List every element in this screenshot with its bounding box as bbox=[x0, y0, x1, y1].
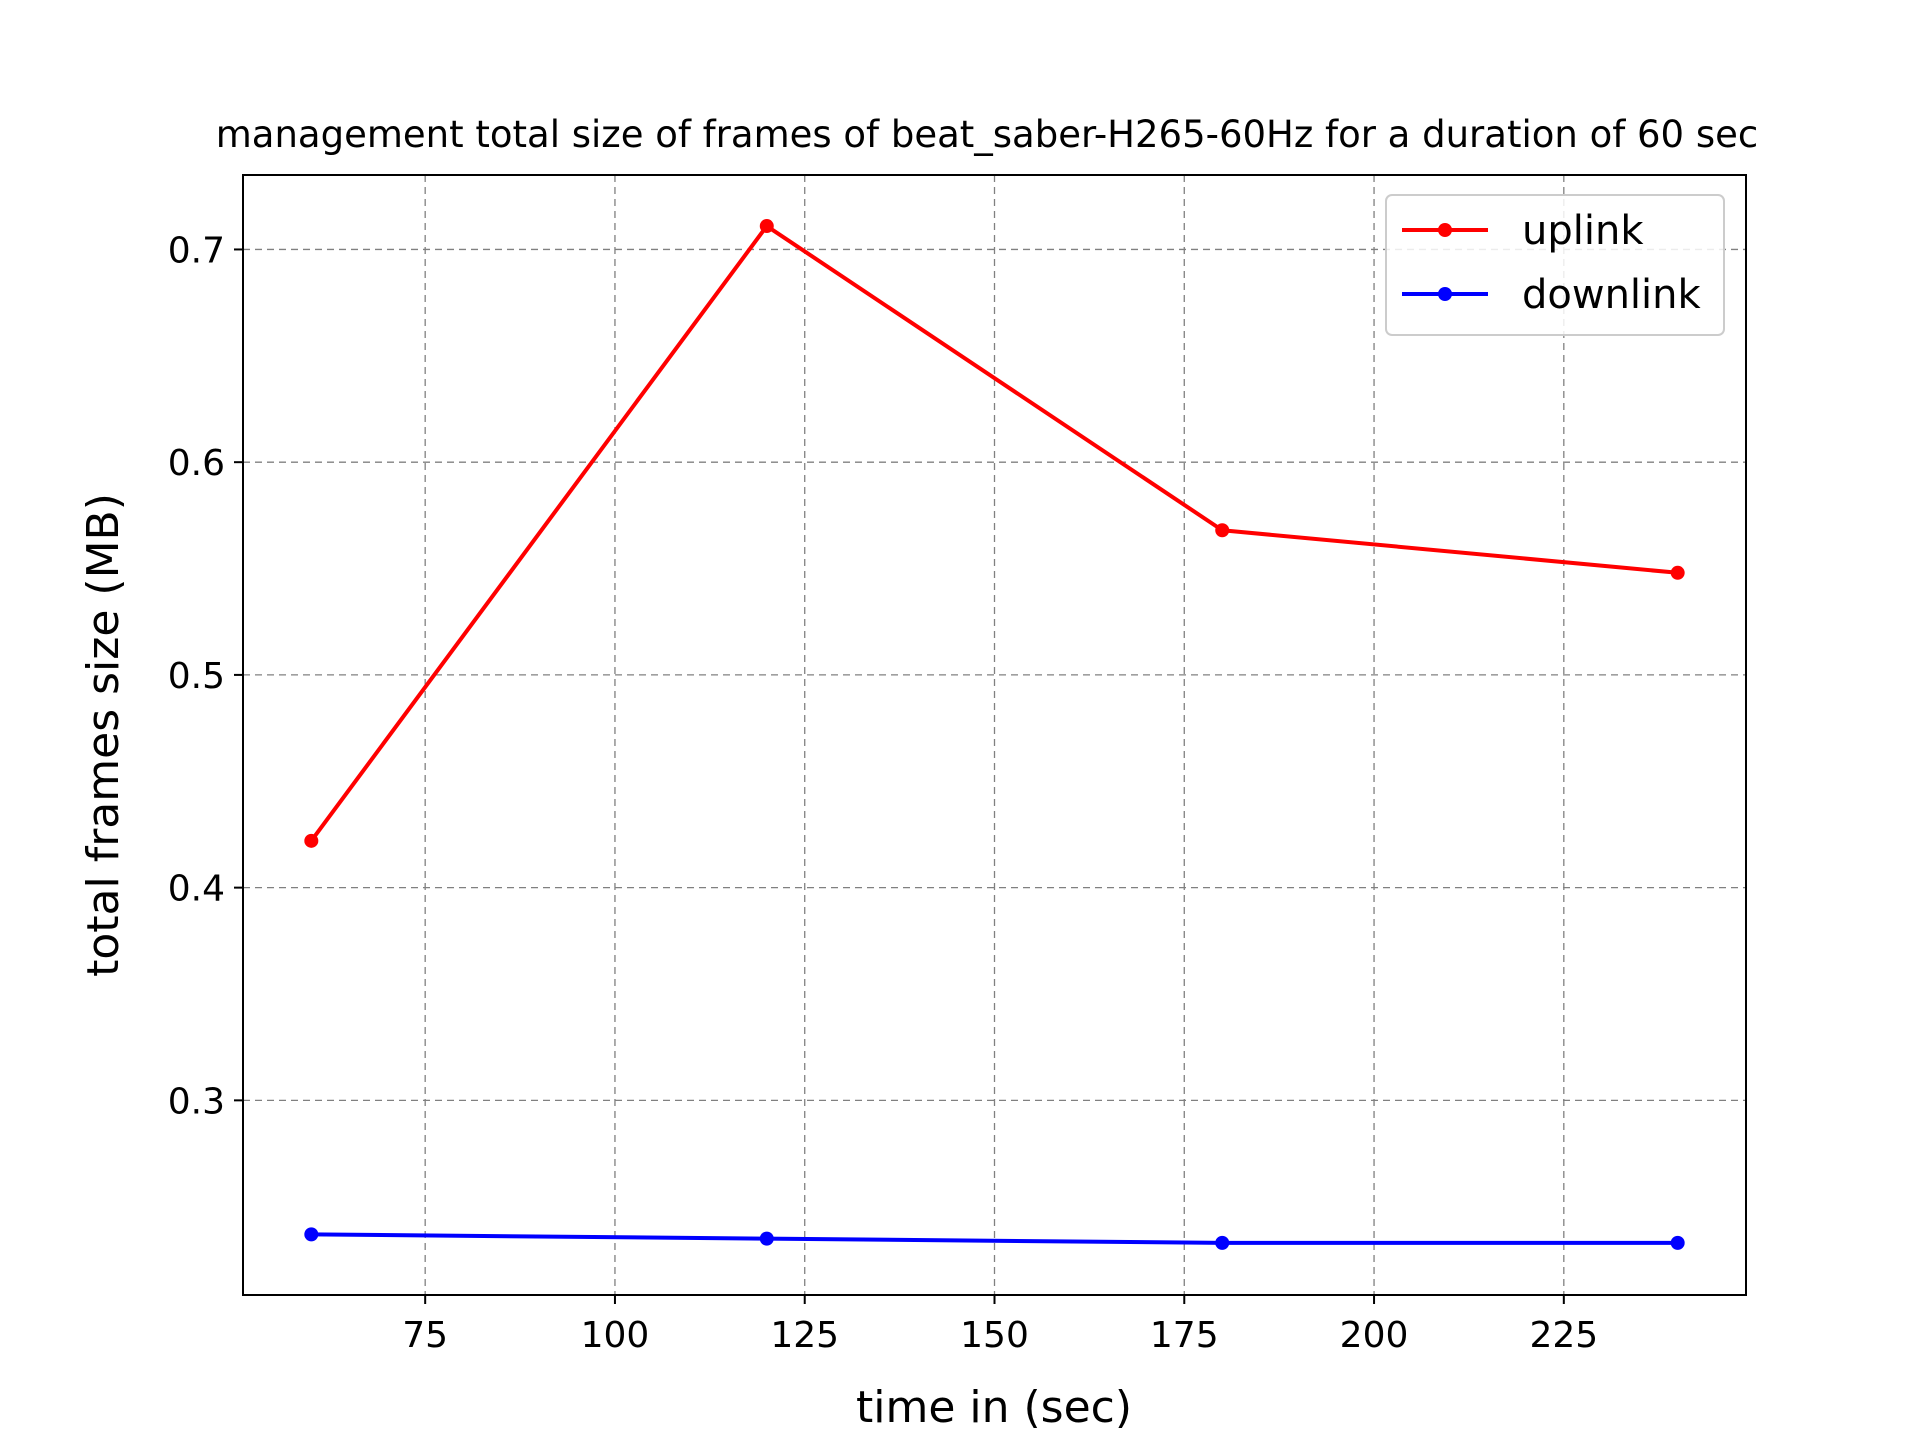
data-point-downlink bbox=[1215, 1235, 1230, 1250]
data-point-uplink bbox=[759, 219, 774, 234]
grid-lines bbox=[243, 175, 1746, 1295]
series-line-uplink bbox=[309, 224, 1678, 843]
legend-marker-downlink bbox=[1438, 287, 1452, 301]
y-tick-label: 0.6 bbox=[168, 443, 225, 484]
x-tick-label: 225 bbox=[1529, 1315, 1598, 1356]
y-tick-label: 0.7 bbox=[168, 230, 225, 271]
x-tick-label: 200 bbox=[1340, 1315, 1409, 1356]
x-tick-label: 125 bbox=[770, 1315, 839, 1356]
chart-title: management total size of frames of beat_… bbox=[216, 113, 1758, 156]
series-downlink bbox=[304, 1227, 1685, 1250]
data-point-uplink bbox=[304, 833, 319, 848]
y-axis-label: total frames size (MB) bbox=[78, 493, 129, 977]
x-tick-label: 150 bbox=[960, 1315, 1029, 1356]
x-tick-label: 100 bbox=[581, 1315, 650, 1356]
x-axis-label: time in (sec) bbox=[856, 1382, 1132, 1433]
legend-label-uplink: uplink bbox=[1522, 208, 1644, 254]
series-line-downlink bbox=[311, 1232, 1678, 1245]
x-tick-label: 75 bbox=[402, 1315, 448, 1356]
data-series bbox=[304, 219, 1685, 1250]
data-point-downlink bbox=[759, 1231, 774, 1246]
x-tick-label: 175 bbox=[1150, 1315, 1219, 1356]
y-tick-label: 0.5 bbox=[168, 656, 225, 697]
series-uplink bbox=[304, 219, 1685, 848]
y-tick-label: 0.4 bbox=[168, 869, 225, 910]
axis-ticks: 75 100 125 150 175 200 225 0.3 0.4 0.5 0.6 0.7 bbox=[168, 230, 1598, 1356]
legend: uplink downlink bbox=[1385, 194, 1725, 336]
data-point-downlink bbox=[1670, 1235, 1685, 1250]
data-point-uplink bbox=[1215, 523, 1230, 538]
data-point-downlink bbox=[304, 1227, 319, 1242]
y-tick-label: 0.3 bbox=[168, 1081, 225, 1122]
legend-marker-uplink bbox=[1438, 223, 1452, 237]
data-point-uplink bbox=[1670, 565, 1685, 580]
legend-label-downlink: downlink bbox=[1522, 272, 1702, 318]
